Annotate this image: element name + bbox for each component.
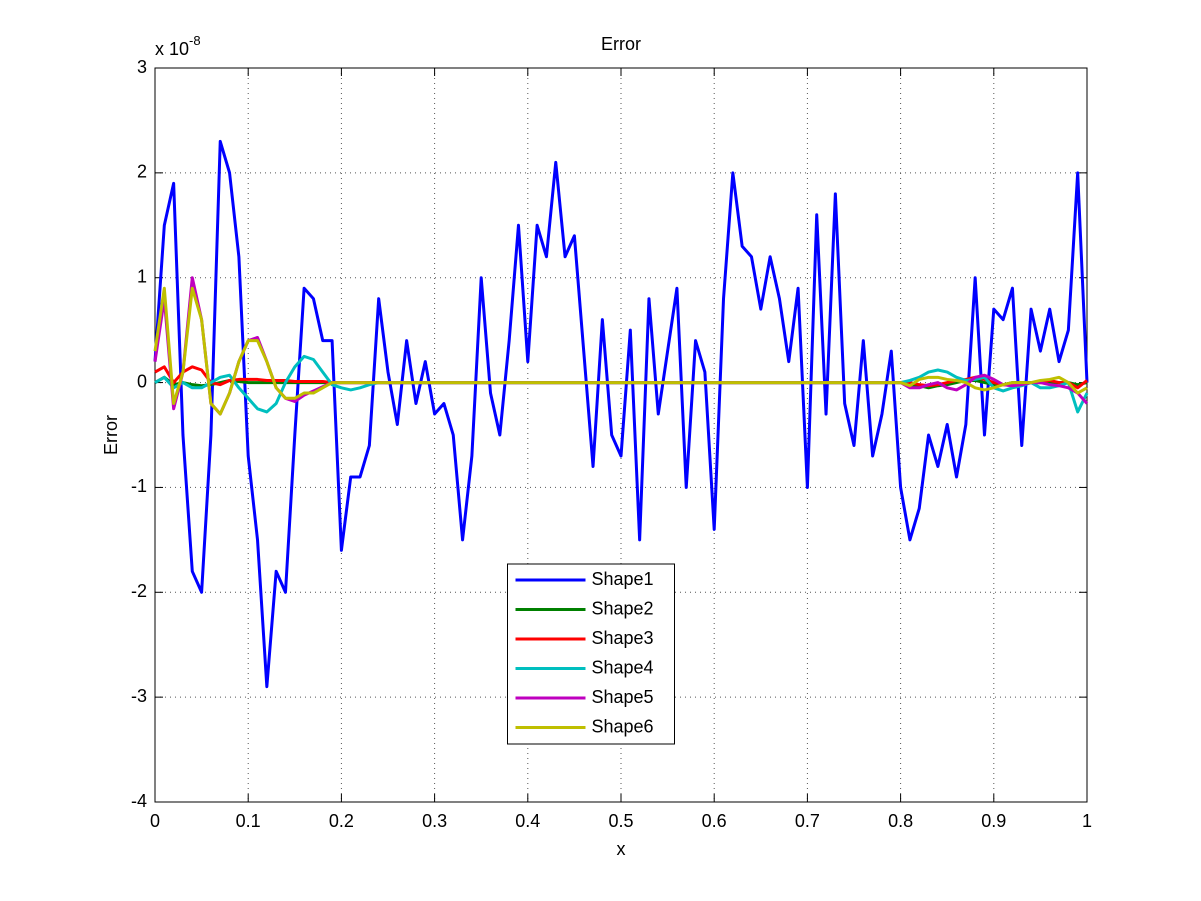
multiplier-exponent: -8 [189, 33, 201, 48]
y-axis-label: Error [101, 415, 121, 455]
x-tick-label: 0.8 [888, 811, 913, 831]
x-tick-label: 0.9 [981, 811, 1006, 831]
y-tick-label: -3 [131, 686, 147, 706]
x-tick-label: 0.2 [329, 811, 354, 831]
x-tick-label: 0.7 [795, 811, 820, 831]
legend: Shape1 Shape2 Shape3 Shape4 Shape5 Shape6 [507, 563, 675, 745]
legend-label: Shape5 [592, 687, 654, 707]
x-tick-label: 0 [150, 811, 160, 831]
x-tick-label: 0.5 [608, 811, 633, 831]
y-tick-label: 3 [137, 57, 147, 77]
multiplier-base: x 10 [155, 39, 189, 59]
legend-box [507, 563, 675, 745]
y-tick-label: 1 [137, 266, 147, 286]
y-tick-label: -1 [131, 476, 147, 496]
x-tick-label: 1 [1082, 811, 1092, 831]
series-line [153, 286, 1088, 416]
y-tick-label: 0 [137, 371, 147, 391]
plot-frame [154, 67, 1088, 803]
x-tick-label: 0.1 [236, 811, 261, 831]
y-tick-label: -4 [131, 791, 147, 811]
x-axis-label: x [617, 839, 626, 859]
y-tick-label: 2 [137, 162, 147, 182]
legend-label: Shape1 [592, 569, 654, 589]
y-multiplier: x 10-8 [155, 33, 201, 58]
series-line [153, 139, 1089, 689]
legend-label: Shape2 [592, 598, 654, 618]
x-tick-label: 0.6 [702, 811, 727, 831]
y-tick-label: -2 [131, 581, 147, 601]
chart-title: Error [601, 34, 641, 54]
legend-label: Shape6 [592, 716, 654, 736]
x-tick-label: 0.3 [422, 811, 447, 831]
x-tick-label: 0.4 [515, 811, 540, 831]
legend-label: Shape4 [592, 657, 654, 677]
legend-label: Shape3 [592, 628, 654, 648]
